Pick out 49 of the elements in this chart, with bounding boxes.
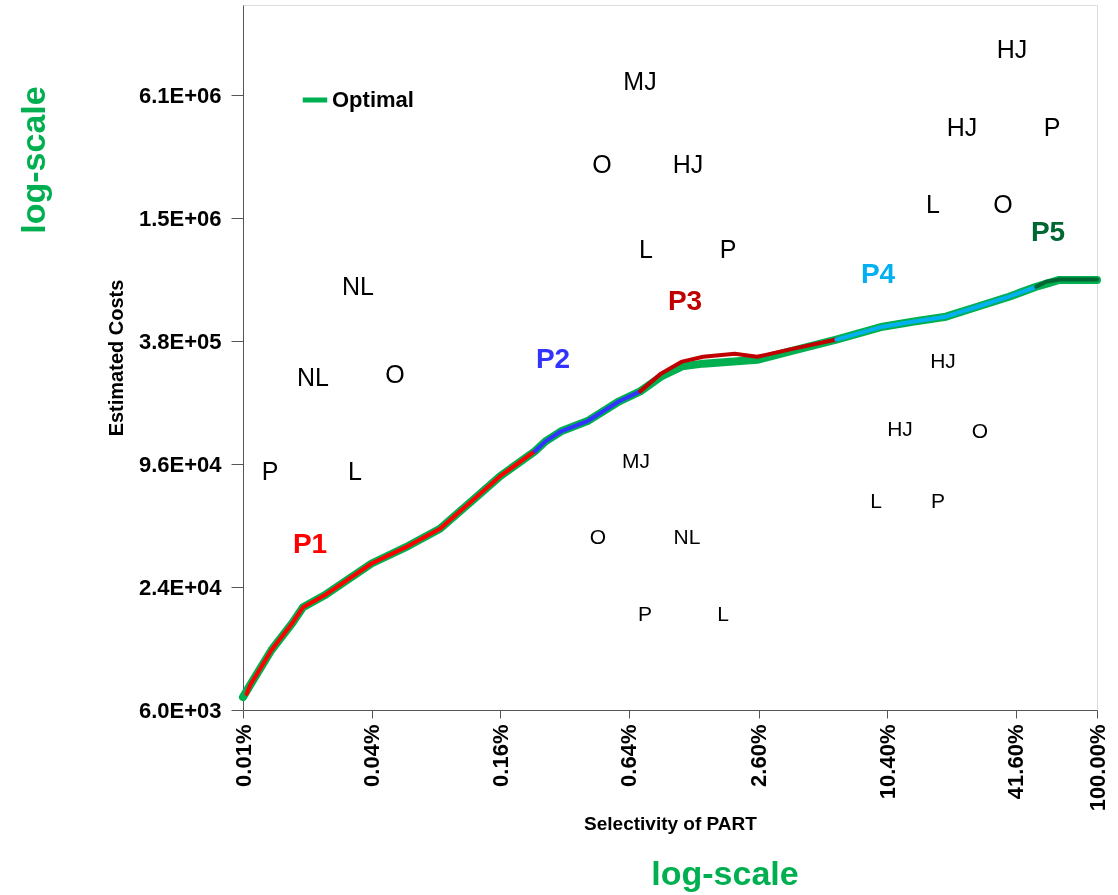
series-label: P2 — [535, 343, 571, 374]
annotation: O — [971, 419, 989, 442]
annotation: O — [385, 360, 405, 388]
annotation: MJ — [622, 449, 650, 472]
x-tick-label: 2.60% — [746, 724, 772, 787]
annotation: P — [261, 457, 279, 485]
annotation: O — [592, 150, 612, 178]
y-tick-label: 6.1E+06 — [138, 82, 222, 108]
annotation: L — [717, 602, 729, 625]
text: log-scale — [14, 86, 52, 234]
annotation: L — [926, 190, 941, 218]
annotation: P — [637, 602, 653, 625]
annotation: NL — [673, 525, 701, 548]
x-tick-label: 0.01% — [230, 724, 256, 787]
y-axis-title: Estimated Costs — [104, 279, 127, 437]
x-tick-label: 0.64% — [616, 724, 642, 787]
annotation: HJ — [996, 35, 1028, 63]
annotation: L — [639, 235, 654, 263]
annotation: O — [993, 190, 1013, 218]
text: log-scale — [651, 854, 799, 892]
x-tick-label: 10.40% — [874, 724, 900, 800]
y-tick-label: 3.8E+05 — [138, 328, 222, 354]
annotation: HJ — [672, 150, 704, 178]
series-label: P5 — [1030, 216, 1066, 247]
y-tick-label: 2.4E+04 — [138, 574, 223, 600]
annotation: L — [348, 457, 363, 485]
series-label: P1 — [292, 528, 328, 559]
annotation: MJ — [623, 67, 657, 95]
annotation: P — [930, 489, 946, 512]
series-label: P3 — [667, 285, 703, 316]
annotation: NL — [297, 363, 330, 391]
x-axis-title: Selectivity of PART — [584, 813, 758, 835]
annotation: HJ — [946, 113, 978, 141]
y-tick-label: 1.5E+06 — [138, 205, 222, 231]
annotation: L — [870, 489, 882, 512]
annotation: O — [589, 525, 607, 548]
x-tick-label: 100.00% — [1084, 724, 1110, 812]
y-tick-label: 9.6E+04 — [138, 451, 223, 477]
annotation: P — [719, 235, 737, 263]
annotation: P — [1043, 113, 1061, 141]
annotation: HJ — [930, 349, 956, 372]
annotation: NL — [342, 272, 375, 300]
y-tick-label: 6.0E+03 — [138, 697, 222, 723]
annotation: HJ — [887, 417, 913, 440]
x-tick-label: 0.16% — [487, 724, 513, 787]
legend-label: Optimal — [332, 87, 414, 112]
x-tick-label: 41.60% — [1003, 724, 1029, 800]
x-tick-label: 0.04% — [359, 724, 385, 787]
series-label: P4 — [860, 258, 896, 289]
